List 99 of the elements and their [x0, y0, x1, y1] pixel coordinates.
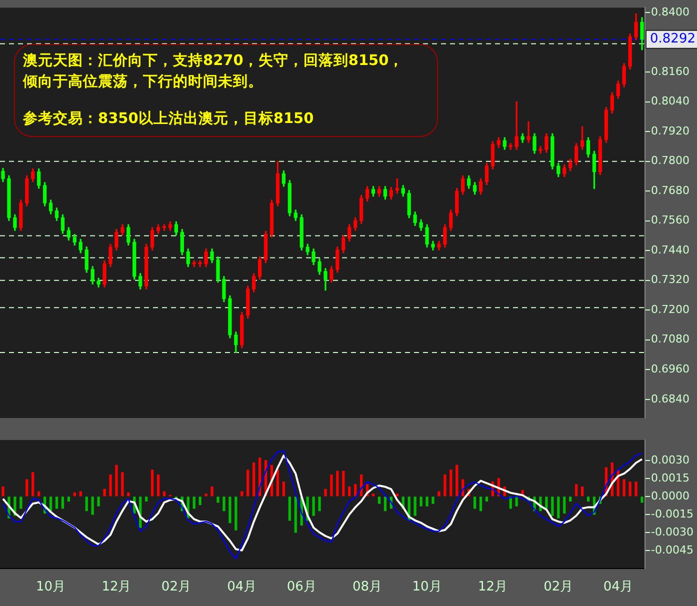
bar: [312, 496, 315, 516]
bar: [121, 472, 124, 496]
bar: [150, 470, 154, 496]
bar: [26, 479, 28, 496]
bar: [282, 482, 286, 496]
bar: [145, 496, 148, 502]
bar: [2, 486, 4, 496]
bar: [192, 496, 196, 509]
bar: [622, 479, 626, 496]
x-tick-label: 02月: [544, 580, 574, 595]
bar: [156, 474, 160, 496]
bar: [103, 488, 106, 496]
bar: [246, 470, 250, 496]
bar: [20, 496, 22, 509]
bar: [336, 470, 339, 496]
bar: [444, 474, 446, 496]
bar: [32, 472, 34, 496]
bar: [61, 496, 64, 509]
y-tick-label: 0.7440: [651, 243, 690, 256]
bar: [384, 496, 387, 512]
ref-line-label: 0.8292: [650, 32, 696, 47]
y-tick-label: 0.7080: [651, 332, 690, 346]
bar: [252, 462, 256, 496]
bar: [294, 496, 297, 533]
bar: [97, 496, 100, 506]
annotation: 参考交易：8350以上沽出澳元，目标8150: [23, 109, 315, 129]
bar: [49, 496, 52, 512]
x-tick-label: 10月: [412, 580, 442, 595]
y-tick-label: 0.6960: [651, 362, 690, 376]
bar: [396, 494, 398, 496]
bar: [85, 496, 88, 512]
bar: [634, 482, 638, 496]
bar: [569, 496, 572, 502]
x-tick-label: 04月: [603, 580, 633, 595]
bar: [557, 496, 560, 518]
bar: [228, 496, 232, 524]
bar: [479, 496, 482, 512]
y-tick-label: 0.0000: [651, 489, 690, 502]
bar: [288, 496, 291, 521]
bar: [222, 496, 226, 512]
y-tick-label: 0.7680: [651, 184, 690, 197]
y-tick-label: 0.8040: [651, 94, 690, 108]
y-tick-label: 0.8400: [651, 5, 690, 18]
bar: [198, 496, 202, 506]
bar: [204, 494, 208, 496]
bar: [115, 464, 118, 496]
y-tick-label: 0.0015: [651, 471, 690, 484]
bar: [563, 496, 566, 514]
y-tick-label: 0.7560: [651, 214, 690, 227]
bar: [551, 496, 554, 516]
x-tick-label: 06月: [286, 580, 316, 595]
bar: [473, 496, 476, 509]
bar: [318, 496, 321, 512]
y-tick-label: 0.6840: [651, 392, 690, 406]
bar: [432, 496, 434, 504]
x-tick-label: 08月: [352, 580, 382, 595]
bar: [234, 496, 238, 530]
bar: [330, 474, 333, 496]
y-tick-label: 0.7800: [651, 154, 690, 168]
bar: [354, 484, 357, 496]
bar: [210, 486, 214, 496]
bar: [580, 486, 584, 496]
bar: [414, 496, 416, 516]
bar: [55, 496, 58, 509]
bar: [545, 496, 548, 509]
bar: [91, 496, 94, 515]
x-tick-label: 12月: [102, 580, 132, 595]
bar: [485, 496, 488, 502]
bar: [276, 470, 280, 496]
bar: [420, 496, 422, 506]
bar: [586, 496, 590, 502]
bar: [348, 486, 351, 496]
y-tick-label: 0.7200: [651, 302, 690, 316]
bar: [438, 491, 440, 496]
y-tick-label: 0.8160: [651, 64, 690, 78]
bar: [456, 464, 458, 496]
bar: [574, 484, 578, 496]
y-tick-label: 0.0030: [651, 453, 690, 466]
x-tick-label: 10月: [36, 580, 66, 595]
y-tick-label: 0.7920: [651, 124, 690, 138]
y-tick-label: -0.0015: [651, 507, 694, 520]
x-tick-label: 02月: [161, 580, 191, 595]
bar: [628, 482, 632, 496]
x-tick-label: 12月: [478, 580, 508, 595]
bar: [67, 496, 70, 502]
bar: [324, 488, 327, 496]
bar: [109, 474, 112, 496]
bar: [216, 496, 220, 503]
bar: [342, 470, 345, 496]
bar: [426, 496, 428, 506]
y-tick-label: 0.7320: [651, 273, 690, 286]
bar: [372, 494, 375, 496]
y-tick-label: -0.0030: [651, 525, 694, 538]
bar: [640, 496, 644, 503]
annotation: 澳元天图：汇价向下，支持8270，失守，回落到8150，倾向于高位震荡，下行的时间未到。: [23, 52, 405, 92]
bar: [450, 470, 452, 496]
x-tick-label: 04月: [227, 580, 257, 595]
bar: [378, 496, 381, 504]
y-tick-label: -0.0045: [651, 543, 694, 556]
